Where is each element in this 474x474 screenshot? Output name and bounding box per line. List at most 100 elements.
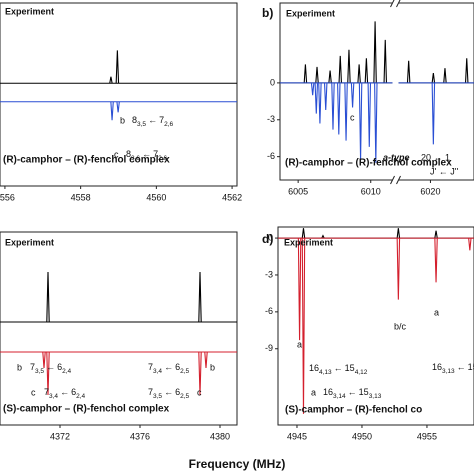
annotation-part: ←: [457, 362, 466, 372]
annotation-part: 2,5: [180, 393, 189, 400]
series-label: (R)-camphor – (R)-fenchol complex: [3, 155, 170, 166]
series-label: Experiment: [284, 237, 333, 247]
peak: [344, 82, 348, 141]
x-tick-label: 4380: [210, 431, 230, 441]
x-tick-label: 6010: [361, 186, 381, 196]
peak: [109, 76, 113, 84]
annotation-part: ←: [164, 362, 173, 372]
peak: [310, 82, 315, 96]
peak: [301, 238, 306, 414]
peak: [110, 101, 114, 121]
annotation-part: 15: [359, 387, 369, 397]
annotation: a: [297, 339, 302, 349]
x-axis-label: Frequency (MHz): [189, 457, 286, 471]
annotation-part: 2,4: [76, 393, 85, 400]
series-label: (R)-camphor – (R)-fenchol complex: [285, 158, 452, 169]
annotation-part: 15: [468, 362, 474, 372]
peak: [347, 49, 351, 83]
axis-break-gap: [392, 176, 399, 184]
panel-label: b): [262, 6, 273, 20]
annotation-part: 6: [57, 362, 62, 372]
peak: [116, 101, 120, 113]
annotation-part: 3,13: [442, 368, 455, 375]
frame: [0, 2, 238, 187]
peak: [350, 82, 355, 108]
peak: [383, 39, 388, 83]
x-tick-label: 4950: [352, 431, 372, 441]
annotation: c: [197, 387, 202, 397]
peak: [357, 64, 361, 83]
annotation: c: [350, 112, 355, 122]
annotation-part: ←: [142, 149, 151, 159]
peak: [321, 234, 325, 239]
x-tick-label: 6020: [420, 186, 440, 196]
frame: [277, 226, 474, 426]
peak: [364, 58, 369, 83]
annotation: b/c: [394, 321, 407, 331]
x-tick-label: 4562: [222, 192, 242, 202]
y-tick-label: -3: [267, 114, 275, 124]
y-tick-label: -3: [265, 269, 273, 279]
peak: [374, 82, 378, 163]
peak: [443, 68, 447, 83]
annotation-part: 6: [175, 362, 180, 372]
annotation-part: 8: [132, 115, 137, 125]
frame: [0, 231, 238, 426]
x-tick-label: 4376: [130, 431, 150, 441]
annotation: 73,4 ← 62,4: [44, 387, 85, 400]
annotation: 83,5 ← 72,6: [132, 115, 173, 128]
axis-break-mark: [390, 175, 395, 185]
series-label: (S)-camphor – (R)-fenchol complex: [3, 404, 170, 415]
annotation-part: 2,4: [62, 368, 71, 375]
axis-break-mark: [390, 0, 395, 8]
peak: [406, 60, 411, 83]
annotation: J' ← J'': [430, 166, 458, 176]
peak: [46, 351, 50, 396]
peak: [318, 82, 322, 124]
annotation-part: 3,5: [35, 368, 44, 375]
peak: [301, 228, 306, 239]
x-tick-label: 6005: [288, 186, 308, 196]
peak: [204, 351, 208, 369]
y-tick-label: 0: [268, 232, 273, 242]
annotation-part: 7: [159, 115, 164, 125]
peak: [303, 64, 308, 83]
annotation-part: 3,4: [153, 368, 162, 375]
peak: [46, 271, 50, 323]
annotation: 83,6 ← 72,6: [126, 149, 167, 162]
panel: 4556 4558 4560 4562 Experiment (R)-camphor – …: [0, 2, 242, 202]
panel-label: d): [262, 232, 273, 246]
annotation-part: 4,13: [319, 369, 332, 376]
peak: [315, 66, 319, 83]
annotation-part: 2,6: [158, 155, 167, 162]
annotation-part: 16: [432, 362, 442, 372]
peak: [337, 82, 341, 135]
frame: [279, 2, 474, 181]
annotation-part: 4,12: [355, 369, 368, 376]
annotation-part: 7: [153, 149, 158, 159]
x-tick-label: 4556: [0, 192, 15, 202]
annotation-part: ←: [334, 363, 343, 373]
x-tick-label: 4372: [50, 431, 70, 441]
annotation: 163,13←153,12: [432, 362, 474, 375]
peak: [323, 82, 328, 110]
annotation: a-type: [383, 152, 410, 162]
peak: [434, 230, 438, 239]
x-tick-label: 4558: [71, 192, 91, 202]
plot-area: [278, 228, 474, 414]
annotation-part: 8: [126, 149, 131, 159]
plot-area: [0, 50, 237, 121]
annotation-part: 7: [148, 387, 153, 397]
annotation: 73,5 ← 62,5: [148, 387, 189, 400]
peak: [434, 238, 438, 283]
peak: [42, 351, 46, 369]
y-tick-label: 0: [270, 77, 275, 87]
peak: [396, 228, 401, 239]
annotation: a: [434, 307, 439, 317]
annotation-part: ←: [46, 362, 55, 372]
annotation-part: 6: [175, 387, 180, 397]
annotation-part: ←: [60, 387, 69, 397]
annotation-part: 16: [309, 363, 319, 373]
panel: 6005 6010 6020 0 -3 -6 Experiment (R)-camphor –…: [262, 0, 474, 196]
